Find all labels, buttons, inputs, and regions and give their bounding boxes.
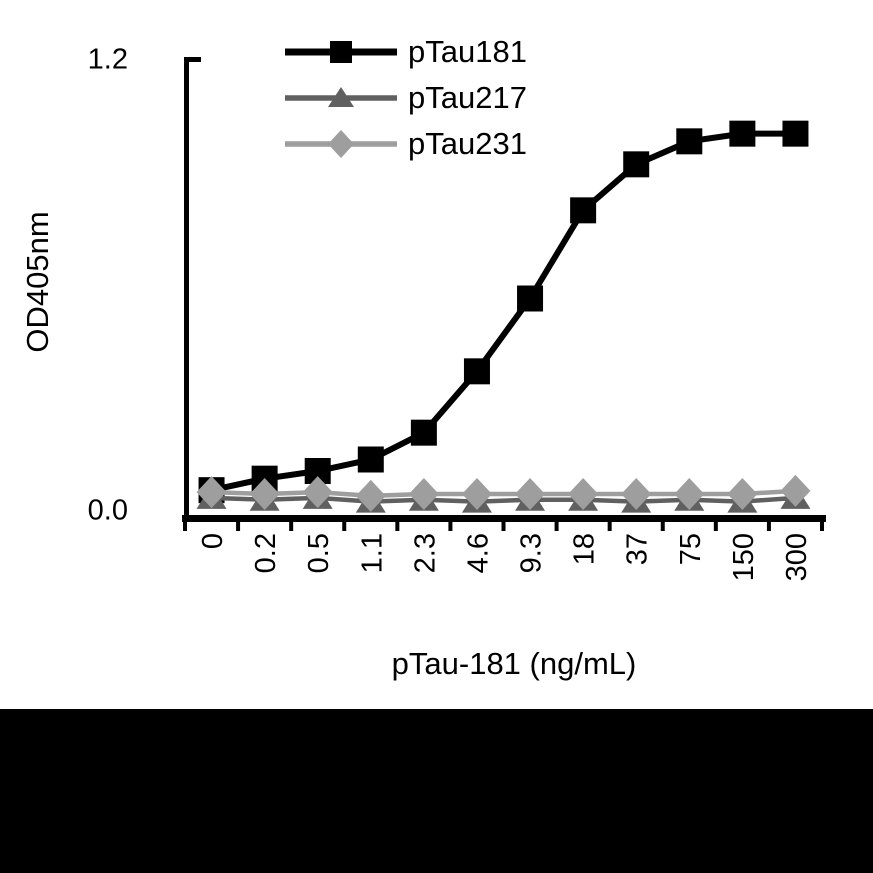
x-tick-label: 1.1 [356,533,388,573]
x-tick-label: 2.3 [409,533,441,573]
marker-square-pTau181 [729,120,756,147]
legend-label: pTau231 [408,126,527,161]
legend-label: pTau217 [408,80,527,115]
marker-diamond-pTau231 [302,476,333,509]
legend: pTau181 pTau217 pTau231 [283,29,527,167]
legend-item: pTau231 [283,121,527,167]
marker-square-pTau181 [623,151,650,178]
marker-square-pTau181 [357,446,384,473]
legend-marker-square [330,41,352,63]
x-tick-label: 0 [197,533,229,549]
marker-diamond-pTau231 [461,478,492,510]
x-tick-label: 0.2 [250,533,282,573]
marker-diamond-pTau231 [408,478,439,510]
legend-swatch-triangle-icon [285,87,397,107]
x-tick-label: 300 [781,533,813,581]
marker-square-pTau181 [782,120,809,147]
marker-diamond-pTau231 [727,478,758,510]
bottom-black-bar [0,709,873,873]
legend-item: pTau217 [283,75,527,121]
marker-square-pTau181 [463,358,490,385]
marker-square-pTau181 [676,128,703,155]
y-axis-title: OD405nm [20,211,55,353]
y-tick-label: 0.0 [88,495,128,527]
x-tick-label: 9.3 [516,533,548,573]
series-line-pTau181 [210,130,796,494]
marker-diamond-pTau231 [780,474,811,507]
x-tick-label: 150 [728,533,760,581]
x-tick-label: 0.5 [303,533,335,573]
y-tick-label: 1.2 [88,44,128,76]
marker-square-pTau181 [570,197,597,224]
x-tick-label: 4.6 [462,533,494,573]
marker-square-pTau181 [517,285,544,312]
x-tick-label: 75 [675,533,707,565]
legend-marker-triangle [328,87,354,107]
x-tick-label: 18 [569,533,601,565]
legend-swatch-diamond-icon [285,130,397,158]
series-line-pTau231 [211,488,796,499]
legend-item: pTau181 [283,29,527,75]
x-tick-label: 37 [622,533,654,565]
legend-marker-diamond [328,130,354,158]
marker-diamond-pTau231 [196,476,227,509]
marker-diamond-pTau231 [515,478,546,510]
x-axis-title: pTau-181 (ng/mL) [391,646,637,681]
marker-diamond-pTau231 [621,478,652,510]
series-line-pTau217 [211,495,796,504]
marker-square-pTau181 [410,419,437,446]
legend-swatch-square-icon [285,41,397,63]
marker-diamond-pTau231 [249,478,280,510]
marker-diamond-pTau231 [674,478,705,510]
legend-label: pTau181 [408,34,527,69]
marker-diamond-pTau231 [568,478,599,510]
marker-diamond-pTau231 [355,479,386,512]
